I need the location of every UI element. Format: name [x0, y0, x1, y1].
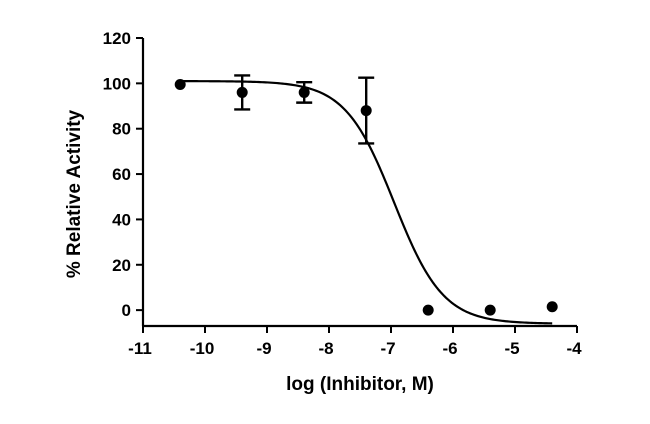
tick-labels: 0 20 40 60 80 100 120 -11 -10 -9 -8 -7 -6 -5 -4 [103, 29, 582, 358]
data-point [174, 78, 186, 90]
data-point [484, 304, 496, 316]
data-point [360, 105, 372, 117]
x-tick-label: -9 [256, 339, 271, 358]
tick-marks [136, 37, 578, 333]
x-tick-label: -11 [128, 339, 152, 358]
data-points [174, 78, 558, 316]
y-tick-label: 0 [122, 301, 131, 320]
x-axis-title: log (Inhibitor, M) [286, 374, 434, 395]
y-tick-label: 120 [103, 29, 131, 48]
x-tick-label: -5 [504, 339, 519, 358]
y-tick-label: 20 [112, 256, 131, 275]
data-point [422, 304, 434, 316]
x-tick-label: -8 [318, 339, 333, 358]
y-tick-label: 60 [112, 165, 131, 184]
y-tick-label: 100 [103, 74, 131, 93]
x-tick-label: -10 [190, 339, 215, 358]
x-tick-label: -4 [566, 339, 582, 358]
y-axis-title: % Relative Activity [64, 109, 85, 278]
y-tick-label: 80 [112, 120, 131, 139]
data-point [236, 86, 248, 98]
error-bars [234, 74, 375, 145]
x-tick-label: -7 [380, 339, 395, 358]
x-tick-label: -6 [442, 339, 457, 358]
data-point [546, 301, 558, 313]
y-tick-label: 40 [112, 210, 131, 229]
axes [141, 38, 577, 328]
data-point [298, 86, 310, 98]
